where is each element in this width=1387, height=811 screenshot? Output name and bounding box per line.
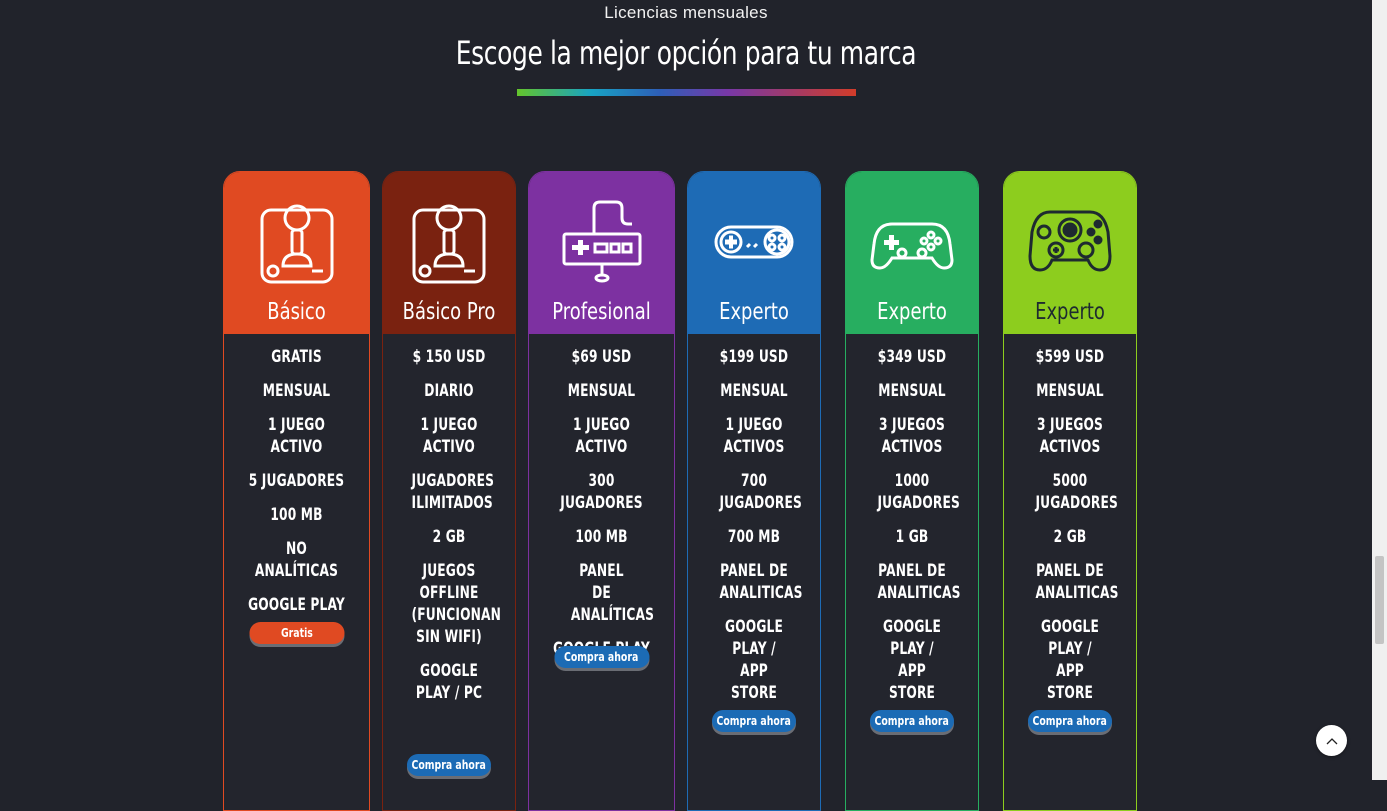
plan-storage: 100 MB [575,527,628,547]
section-subtitle: Licencias mensuales [604,3,768,22]
plan-platform: Google Play / App Store [1041,617,1099,703]
plan-games: 3 juegos activos [1036,415,1104,457]
plan-card-experto-3: Experto $599 USD Mensual 3 juegos activo… [1003,171,1137,811]
plan-storage: 1 GB [895,527,929,547]
feature-list: $ 150 USD Diario 1 juego activo Jugadore… [383,334,515,704]
plan-name: Básico Pro [402,299,496,325]
plan-platform: Google Play / App Store [725,617,783,703]
plan-header: Básico [224,172,369,334]
plan-header: Básico Pro [383,172,515,334]
plan-buy-button[interactable]: Compra ahora [870,710,954,732]
plan-price: $199 USD [719,347,789,367]
plan-name: Experto [877,299,947,325]
plan-header: Experto [1004,172,1136,334]
plan-analytics: No analíticas [254,539,339,581]
plan-players: 1000 jugadores [877,471,960,513]
title-underline [517,89,856,96]
plan-players: Jugadores ilimitados [411,471,495,513]
plan-offline: Juegos offline (funcionan sin wifi) [411,561,502,647]
joystick-icon [224,198,369,288]
plan-buy-button[interactable]: Compra ahora [554,646,649,668]
plan-price: $349 USD [877,347,947,367]
feature-list: $69 USD Mensual 1 juego activo 300 jugad… [529,334,674,660]
plan-players: 700 jugadores [719,471,802,513]
plan-card-basico: Básico Gratis Mensual 1 juego activo 5 j… [223,171,370,811]
plan-billing: Mensual [1036,381,1104,401]
plan-name: Experto [1035,299,1105,325]
gamepad-icon [846,198,978,288]
plan-platform: Google Play / App Store [883,617,941,703]
plan-buy-button[interactable]: Compra ahora [712,710,796,732]
plan-analytics: Panel de analiticas [719,561,803,603]
plan-analytics: Panel de analíticas [570,561,655,625]
plan-name: Básico [267,299,326,325]
plan-card-basico-pro: Básico Pro $ 150 USD Diario 1 juego acti… [382,171,516,811]
plan-games: 3 juegos activos [878,415,946,457]
plan-games: 1 juego activo [267,415,326,457]
plan-price: $ 150 USD [412,347,486,367]
plan-storage: 2 GB [432,527,466,547]
plan-platform: Google Play [248,595,345,615]
snes-controller-icon [688,198,820,288]
plan-games: 1 juego activo [572,415,631,457]
plan-billing: Mensual [720,381,788,401]
feature-list: $349 USD Mensual 3 juegos activos 1000 j… [846,334,978,704]
plan-card-profesional: Profesional $69 USD Mensual 1 juego acti… [528,171,675,811]
plan-players: 5 jugadores [248,471,345,491]
chevron-up-icon [1326,737,1337,744]
plan-billing: Mensual [567,381,636,401]
page-title: Escoge la mejor opción para tu marca [455,34,917,72]
plan-billing: Mensual [262,381,331,401]
plan-players: 5000 jugadores [1035,471,1118,513]
plan-players: 300 jugadores [560,471,643,513]
plan-price: Gratis [271,347,322,367]
plan-storage: 100 MB [270,505,323,525]
xbox-controller-icon [1004,198,1136,288]
plan-card-experto-2: Experto $349 USD Mensual 3 juegos activo… [845,171,979,811]
plan-header: Experto [846,172,978,334]
plan-header: Profesional [529,172,674,334]
feature-list: $199 USD Mensual 1 juego activos 700 jug… [688,334,820,704]
plan-analytics: Panel de analiticas [1035,561,1119,603]
plan-button-gratis[interactable]: Gratis [249,622,344,644]
plan-buy-button[interactable]: Compra ahora [1028,710,1112,732]
nes-controller-icon [529,198,674,288]
plan-price: $69 USD [571,347,632,367]
plan-name: Profesional [552,299,651,325]
plan-card-experto-1: Experto $199 USD Mensual 1 juego activos… [687,171,821,811]
plan-price: $599 USD [1035,347,1105,367]
scrollbar-thumb[interactable] [1375,556,1384,644]
plan-storage: 2 GB [1053,527,1087,547]
plan-buy-button[interactable]: Compra ahora [407,754,491,776]
plan-platform: Google Play / PC [415,661,483,703]
back-to-top-button[interactable] [1316,725,1347,756]
plan-games: 1 juego activos [723,415,785,457]
feature-list: $599 USD Mensual 3 juegos activos 5000 j… [1004,334,1136,704]
plan-billing: Mensual [878,381,946,401]
plan-storage: 700 MB [727,527,781,547]
plan-games: 1 juego activo [420,415,478,457]
plan-header: Experto [688,172,820,334]
plan-analytics: Panel de analiticas [877,561,961,603]
plan-billing: Diario [424,381,474,401]
page-scrollbar[interactable] [1372,0,1387,780]
feature-list: Gratis Mensual 1 juego activo 5 jugadore… [224,334,369,616]
plan-name: Experto [719,299,789,325]
joystick-icon [383,198,515,288]
